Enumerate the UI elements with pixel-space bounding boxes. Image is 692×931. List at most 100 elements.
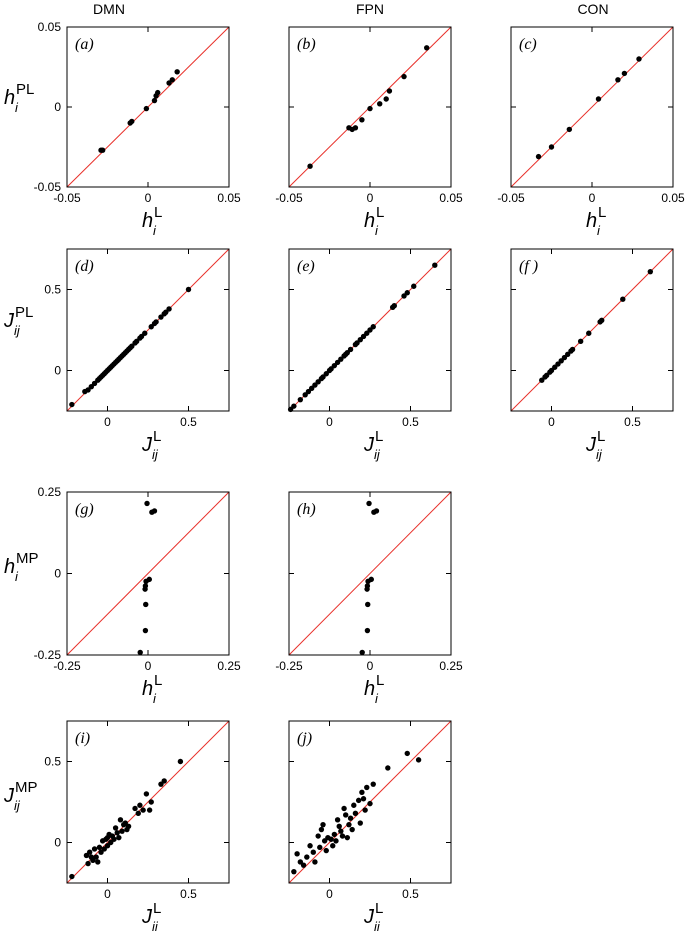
- data-point-b-8: [386, 88, 393, 94]
- x-axis-label-f-base: J: [585, 434, 597, 456]
- y-axis-label-i-sub: ij: [14, 798, 21, 813]
- data-point-j-5: [307, 843, 313, 849]
- panel-label-e: (e): [297, 258, 315, 275]
- x-axis-label-a-base: h: [142, 210, 153, 232]
- data-point-d-0: [69, 401, 75, 408]
- y-tick-label-d-1: 0.5: [44, 283, 61, 297]
- data-point-b-3: [352, 125, 359, 131]
- data-point-a-7: [155, 89, 161, 96]
- data-point-d-38: [166, 306, 172, 312]
- data-point-i-31: [137, 802, 143, 808]
- x-axis-label-j-base: J: [363, 906, 375, 928]
- x-axis-label-e: J Lij: [363, 428, 383, 462]
- data-point-a-3: [129, 118, 135, 125]
- data-point-i-24: [119, 828, 125, 834]
- x-tick-label-b-0: -0.05: [275, 191, 303, 205]
- y-tick-label-g-2: 0.25: [38, 485, 62, 499]
- panel-f: 0 0.5 (f ) J Lij: [510, 248, 674, 462]
- data-point-i-37: [161, 778, 167, 784]
- data-point-j-23: [341, 805, 347, 812]
- data-point-e-1: [291, 403, 297, 409]
- x-axis-label-g-sup: L: [154, 672, 162, 689]
- x-tick-label-g-2: 0.25: [217, 659, 241, 673]
- data-point-i-2: [85, 860, 91, 867]
- data-point-h-6: [364, 586, 370, 592]
- data-point-g-9: [137, 649, 143, 656]
- x-axis-label-h: h Li: [364, 672, 384, 706]
- column-title-con: CON: [577, 1, 608, 17]
- data-point-c-4: [615, 77, 621, 83]
- data-point-d-34: [153, 319, 159, 325]
- data-point-j-31: [355, 797, 362, 804]
- panel-label-b: (b): [297, 36, 316, 53]
- data-point-j-7: [312, 859, 318, 865]
- plot-frame-d: [66, 248, 230, 412]
- x-axis-label-i-sup: L: [153, 900, 161, 917]
- data-point-e-32: [432, 262, 438, 268]
- panel-label-a: (a): [75, 36, 94, 53]
- data-point-e-28: [391, 303, 397, 309]
- x-axis-label-c-base: h: [586, 210, 597, 232]
- data-point-g-6: [142, 586, 148, 592]
- data-point-i-33: [143, 791, 150, 797]
- x-tick-label-c-2: 0.05: [661, 191, 685, 205]
- data-point-a-9: [169, 77, 175, 83]
- data-point-j-21: [338, 828, 344, 834]
- y-tick-label-a-2: 0.05: [38, 20, 62, 34]
- data-point-i-0: [69, 873, 75, 880]
- data-point-h-9: [359, 649, 365, 656]
- x-axis-label-g: h Li: [142, 672, 162, 706]
- data-point-i-30: [135, 810, 141, 817]
- data-point-a-4: [143, 105, 150, 112]
- y-axis-label-i-base: J: [3, 785, 15, 807]
- x-tick-label-g-1: 0: [145, 659, 152, 673]
- x-axis-label-h-sup: L: [376, 672, 384, 689]
- x-axis-label-f-sup: L: [597, 428, 605, 445]
- data-point-i-3: [86, 849, 93, 855]
- data-point-i-20: [112, 825, 119, 831]
- data-point-b-9: [401, 73, 407, 80]
- y-axis-label-i-sup: MP: [15, 779, 38, 796]
- data-point-j-18: [333, 838, 339, 844]
- x-tick-label-c-1: 0: [589, 191, 596, 205]
- panel-b: -0.05 0 0.05 (b) h Li: [275, 26, 463, 238]
- data-point-h-7: [365, 601, 371, 608]
- y-tick-label-a-1: 0: [54, 100, 61, 114]
- data-point-j-20: [336, 823, 342, 829]
- x-axis-label-e-base: J: [363, 434, 375, 456]
- data-point-j-26: [346, 821, 352, 828]
- y-axis-label-i: J MP ij: [3, 779, 38, 813]
- x-axis-label-g-base: h: [142, 678, 153, 700]
- y-axis-label-g-sup: MP: [16, 550, 39, 567]
- data-point-j-22: [339, 833, 346, 839]
- data-point-i-38: [177, 758, 184, 765]
- x-tick-label-f-0: 0: [548, 415, 555, 429]
- y-tick-label-g-1: 0: [54, 567, 61, 581]
- data-point-h-8: [364, 627, 371, 634]
- data-point-f-17: [647, 268, 654, 275]
- data-point-e-30: [404, 290, 410, 296]
- data-point-j-10: [318, 826, 325, 833]
- data-point-b-4: [359, 117, 365, 123]
- identity-line-f: [510, 248, 674, 412]
- data-point-j-36: [364, 784, 370, 791]
- x-tick-label-i-0: 0: [104, 887, 111, 901]
- plot-frame-j: [288, 720, 452, 884]
- data-point-g-2: [151, 508, 158, 514]
- data-point-g-4: [146, 576, 152, 583]
- panel-j: 0 0.5 (j) J Lij: [288, 720, 452, 931]
- data-point-j-1: [294, 851, 300, 857]
- data-point-c-6: [636, 56, 642, 62]
- data-point-j-34: [360, 796, 367, 802]
- data-point-j-25: [344, 834, 351, 841]
- data-point-a-10: [174, 69, 180, 75]
- data-point-c-3: [595, 96, 602, 102]
- plot-frame-f: [510, 248, 674, 412]
- x-tick-label-g-0: -0.25: [53, 659, 81, 673]
- data-point-j-27: [347, 815, 354, 821]
- x-tick-label-c-0: -0.05: [497, 191, 525, 205]
- y-axis-label-d-sup: PL: [15, 304, 33, 321]
